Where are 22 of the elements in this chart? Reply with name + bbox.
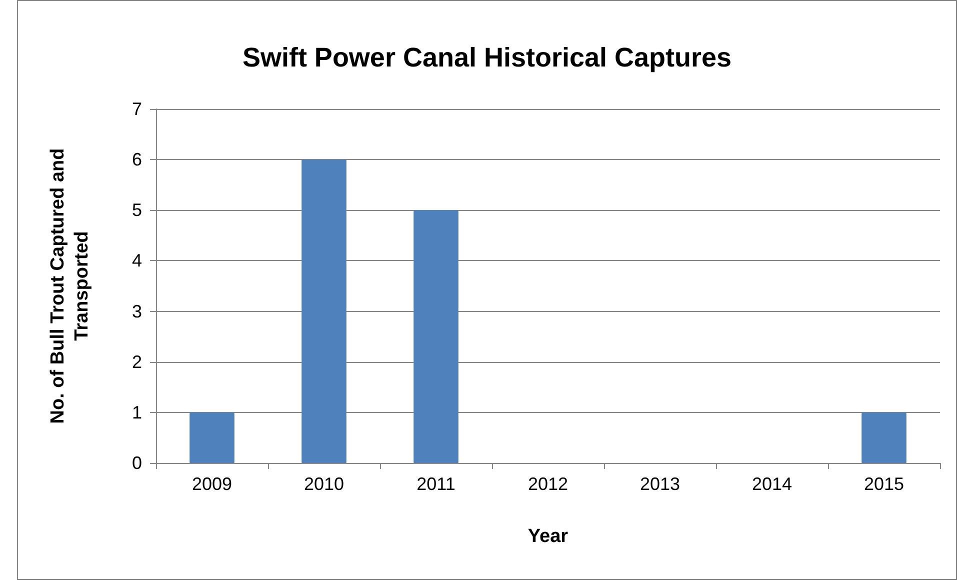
bar [414,210,458,463]
x-tick-label: 2014 [752,474,792,494]
y-axis-title: No. of Bull Trout Captured and Transported [48,148,92,424]
y-tick-label: 3 [132,301,142,322]
x-tick-label: 2012 [528,474,568,494]
bar [302,160,346,463]
y-tick-label: 2 [132,352,142,372]
chart-title: Swift Power Canal Historical Captures [242,42,732,72]
x-tick-label: 2009 [192,474,232,494]
x-axis-title: Year [528,526,569,547]
x-tick-label: 2011 [416,474,456,494]
y-tick-label: 4 [132,250,142,271]
bar [862,412,906,463]
y-tick-label: 5 [132,200,142,220]
y-tick-label: 6 [132,150,142,170]
y-tick-label: 1 [132,402,142,422]
bar [190,412,234,463]
x-tick-label: 2010 [304,474,344,494]
x-tick-label: 2013 [640,474,680,494]
x-tick-label: 2015 [864,474,904,494]
y-tick-label: 7 [132,99,142,119]
y-tick-label: 0 [132,453,142,473]
